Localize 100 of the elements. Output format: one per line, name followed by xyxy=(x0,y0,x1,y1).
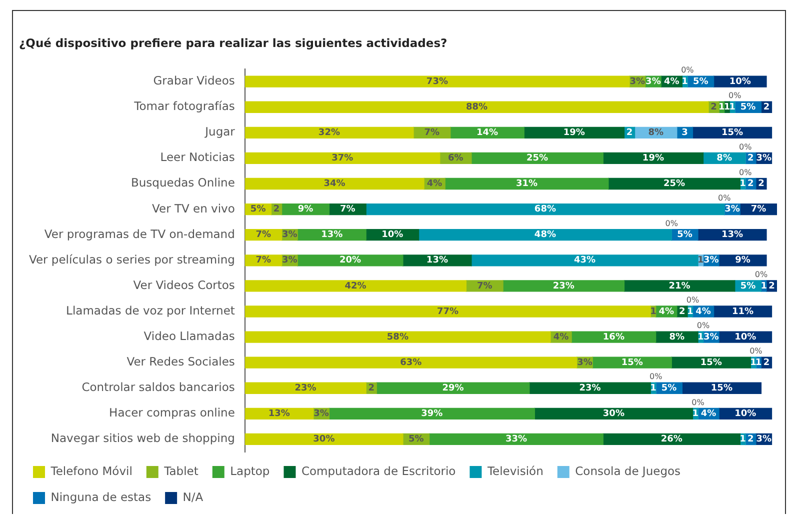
data-label: 7% xyxy=(476,281,492,292)
legend-label: N/A xyxy=(182,490,204,504)
data-label: 0% xyxy=(750,346,763,356)
data-label: 19% xyxy=(563,128,585,138)
data-label: 29% xyxy=(442,383,464,394)
data-label: 7% xyxy=(256,230,271,240)
data-label: 4% xyxy=(696,306,711,317)
data-label: 2 xyxy=(763,102,770,112)
data-label: 73% xyxy=(426,76,448,87)
data-label: 4% xyxy=(553,332,569,342)
data-label: 1 xyxy=(755,358,762,368)
data-label: 7% xyxy=(750,204,766,215)
data-label: 0% xyxy=(692,398,705,407)
data-label: 3% xyxy=(282,230,298,240)
data-label: 68% xyxy=(534,204,556,215)
data-label: 4% xyxy=(700,409,716,420)
y-tick-label: Llamadas de voz por Internet xyxy=(66,303,236,318)
legend-label: Ninguna de estas xyxy=(50,490,152,504)
data-label: 15% xyxy=(700,358,722,368)
data-label: 16% xyxy=(602,332,624,342)
data-label: 3% xyxy=(282,256,298,266)
data-label: 77% xyxy=(436,306,459,317)
data-label: 30% xyxy=(602,409,624,420)
data-label: 8% xyxy=(669,332,685,342)
legend-label: Laptop xyxy=(230,464,270,478)
data-label: 4% xyxy=(664,76,680,87)
data-label: 23% xyxy=(579,383,601,394)
y-tick-label: Ver programas de TV on-demand xyxy=(44,226,235,241)
data-label: 2 xyxy=(758,179,764,190)
data-label: 23% xyxy=(294,383,316,394)
data-label: 5% xyxy=(250,204,266,215)
data-label: 21% xyxy=(668,281,690,292)
data-label: 3% xyxy=(646,76,661,87)
y-tick-label: Video Llamadas xyxy=(144,329,235,344)
data-label: 13% xyxy=(268,409,290,420)
legend-label: Computadora de Escritorio xyxy=(301,464,456,478)
data-label: 11% xyxy=(732,306,754,317)
data-label: 9% xyxy=(735,256,750,266)
data-label: 1 xyxy=(650,306,656,317)
data-label: 2 xyxy=(679,306,686,317)
data-label: 39% xyxy=(421,409,443,420)
data-label: 2 xyxy=(748,434,754,445)
data-label: 2 xyxy=(273,204,280,215)
data-label: 1 xyxy=(760,281,767,292)
data-label: 42% xyxy=(344,281,366,292)
legend-label: Tablet xyxy=(163,464,199,478)
data-label: 0% xyxy=(728,91,742,100)
data-label: 5% xyxy=(661,383,677,394)
data-label: 1 xyxy=(718,102,725,112)
y-tick-label: Leer Noticias xyxy=(160,150,235,164)
data-label: 0% xyxy=(739,168,752,177)
data-label: 1 xyxy=(650,383,656,394)
data-label: 0% xyxy=(754,270,768,280)
data-label: 33% xyxy=(505,434,527,445)
data-label: 0% xyxy=(696,321,710,330)
data-label: 3% xyxy=(630,76,646,87)
data-label: 10% xyxy=(729,76,751,87)
y-tick-label: Ver Redes Sociales xyxy=(126,354,235,369)
data-label: 2 xyxy=(763,358,770,368)
data-label: 2 xyxy=(710,102,717,112)
data-label: 13% xyxy=(721,230,743,240)
y-tick-label: Navegar sitios web de shopping xyxy=(50,431,235,446)
data-label: 2 xyxy=(626,128,633,138)
data-label: 10% xyxy=(382,230,404,240)
data-label: 4% xyxy=(426,179,442,190)
legend-label: Consola de Juegos xyxy=(575,464,681,478)
data-label: 3% xyxy=(724,204,740,215)
data-label: 1 xyxy=(686,306,694,317)
data-label: 2 xyxy=(768,281,775,292)
data-label: 58% xyxy=(386,332,408,342)
data-label: 3% xyxy=(704,256,719,266)
data-label: 15% xyxy=(710,383,732,394)
data-label: 3% xyxy=(577,358,592,368)
data-label: 1 xyxy=(724,102,730,112)
y-tick-label: Ver películas o series por streaming xyxy=(29,252,235,266)
data-label: 1 xyxy=(682,76,688,87)
data-label: 0% xyxy=(718,193,732,202)
data-label: 20% xyxy=(339,256,362,266)
data-label: 3% xyxy=(756,154,772,164)
data-label: 37% xyxy=(332,154,354,164)
data-label: 19% xyxy=(642,154,664,164)
legend-label: Telefono Móvil xyxy=(50,464,132,478)
y-tick-label: Grabar Videos xyxy=(153,74,235,88)
data-label: 4% xyxy=(658,306,674,317)
data-label: 2 xyxy=(748,179,754,190)
data-label: 14% xyxy=(476,128,498,138)
data-label: 7% xyxy=(424,128,440,138)
data-label: 0% xyxy=(681,66,694,75)
data-label: 2 xyxy=(748,154,754,164)
chart-title: ¿Qué dispositivo prefiere para realizar las siguientes actividades? xyxy=(19,36,448,50)
data-label: 10% xyxy=(734,332,756,342)
y-tick-label: Controlar saldos bancarios xyxy=(82,380,235,394)
data-label: 3 xyxy=(682,128,688,138)
data-label: 0% xyxy=(739,142,752,152)
data-label: 0% xyxy=(686,296,700,305)
data-label: 1 xyxy=(697,332,704,342)
data-label: 1 xyxy=(692,409,698,420)
data-label: 15% xyxy=(721,128,743,138)
data-label: 5% xyxy=(677,230,692,240)
data-label: 32% xyxy=(318,128,340,138)
